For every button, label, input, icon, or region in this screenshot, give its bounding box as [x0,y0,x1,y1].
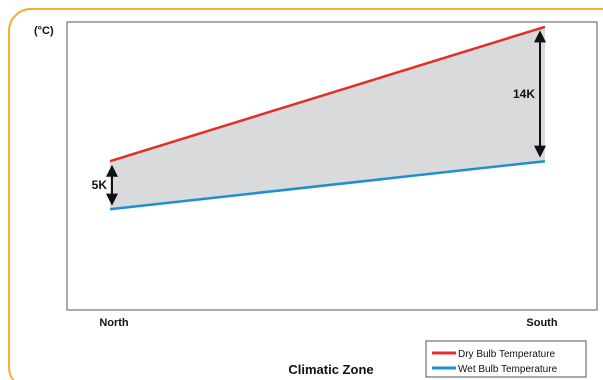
legend: Dry Bulb Temperature Wet Bulb Temperatur… [425,340,587,378]
series-line-wet-bulb [109,159,546,211]
x-tick-label-north: North [99,317,129,329]
annotation-label-north: 5K [92,178,108,192]
legend-label-wet-bulb: Wet Bulb Temperature [458,364,558,375]
x-axis-title: Climatic Zone [288,362,373,377]
annotation-label-south: 14K [513,87,535,101]
series-line-dry-bulb [109,25,546,163]
fill-between-area [110,26,545,210]
legend-box [425,340,587,378]
legend-label-dry-bulb: Dry Bulb Temperature [458,349,556,360]
y-unit-label: (°C) [34,25,54,37]
annotation-south: 14K [513,30,546,158]
annotation-north: 5K [92,164,118,206]
x-tick-label-south: South [526,317,557,329]
